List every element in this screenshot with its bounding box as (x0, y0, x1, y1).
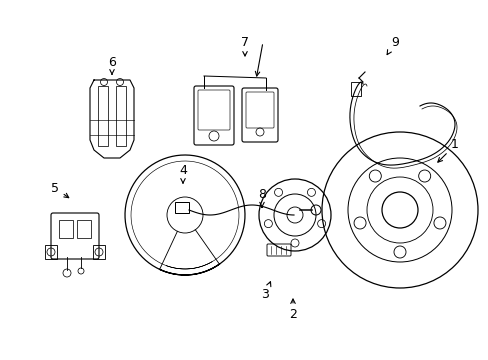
Text: 3: 3 (261, 282, 270, 302)
Bar (175, 202, 189, 213)
Bar (59, 220, 73, 238)
Text: 4: 4 (179, 163, 186, 183)
Bar (93, 245, 105, 259)
Bar (77, 220, 91, 238)
Bar (116, 86, 126, 146)
Text: 5: 5 (51, 181, 69, 198)
Bar (98, 86, 108, 146)
Text: 6: 6 (108, 55, 116, 74)
Text: 8: 8 (258, 189, 265, 207)
Bar (45, 245, 57, 259)
Text: 2: 2 (288, 299, 296, 321)
Text: 7: 7 (241, 36, 248, 56)
Bar (350, 82, 360, 96)
Text: 9: 9 (386, 36, 398, 55)
Text: 1: 1 (437, 139, 458, 162)
